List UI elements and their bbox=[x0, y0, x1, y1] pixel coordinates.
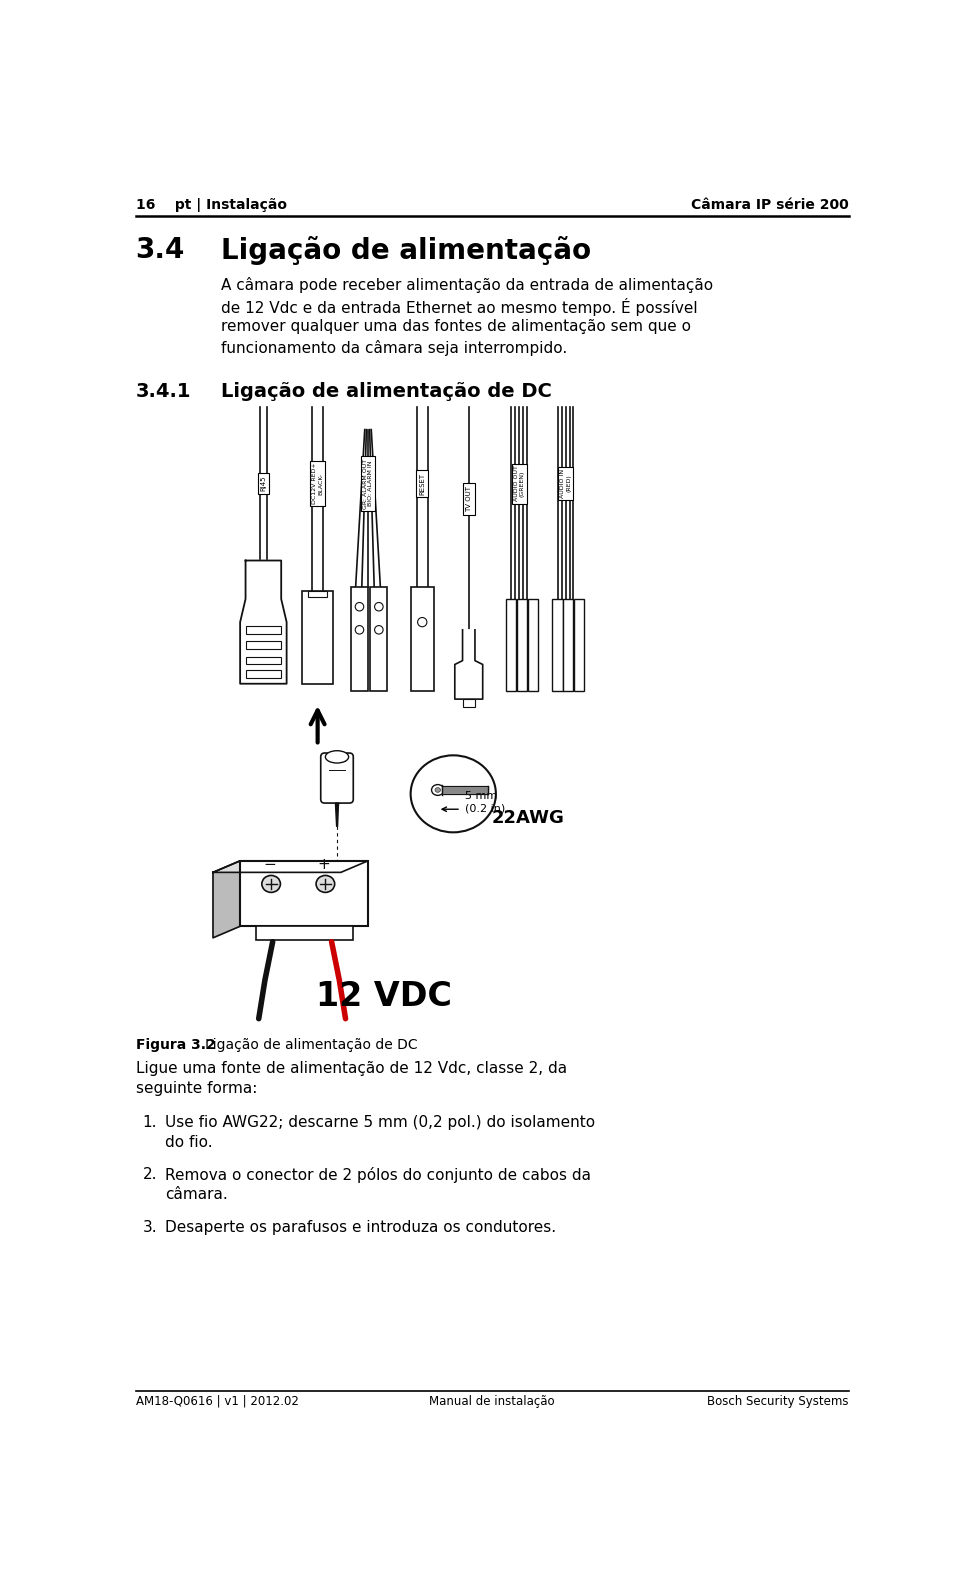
Bar bbox=[255, 926, 352, 940]
Polygon shape bbox=[443, 786, 488, 794]
Bar bbox=[335, 780, 339, 803]
Text: de 12 Vdc e da entrada Ethernet ao mesmo tempo. É possível: de 12 Vdc e da entrada Ethernet ao mesmo… bbox=[221, 298, 697, 317]
Bar bbox=[302, 592, 333, 684]
Polygon shape bbox=[213, 861, 240, 937]
Ellipse shape bbox=[418, 617, 427, 627]
Text: Ligação de alimentação: Ligação de alimentação bbox=[221, 235, 590, 264]
Text: −: − bbox=[263, 858, 276, 872]
Text: Use fio AWG22; descarne 5 mm (0,2 pol.) do isolamento: Use fio AWG22; descarne 5 mm (0,2 pol.) … bbox=[165, 1115, 595, 1130]
Bar bbox=[463, 698, 475, 706]
Text: Bosch Security Systems: Bosch Security Systems bbox=[707, 1395, 849, 1408]
Text: Ligue uma fonte de alimentação de 12 Vdc, classe 2, da: Ligue uma fonte de alimentação de 12 Vdc… bbox=[135, 1061, 566, 1076]
Ellipse shape bbox=[316, 875, 335, 893]
Bar bbox=[246, 625, 281, 633]
Text: Ligação de alimentação de DC: Ligação de alimentação de DC bbox=[205, 1037, 418, 1052]
Text: AUDIO OUT
(GREEN): AUDIO OUT (GREEN) bbox=[514, 466, 524, 501]
Text: seguinte forma:: seguinte forma: bbox=[135, 1080, 257, 1096]
Text: funcionamento da câmara seja interrompido.: funcionamento da câmara seja interrompid… bbox=[221, 339, 567, 355]
Text: A câmara pode receber alimentação da entrada de alimentação: A câmara pode receber alimentação da ent… bbox=[221, 277, 713, 293]
Text: +: + bbox=[318, 858, 330, 872]
Polygon shape bbox=[335, 803, 339, 826]
Polygon shape bbox=[213, 861, 368, 872]
Ellipse shape bbox=[325, 751, 348, 764]
Bar bbox=[246, 641, 281, 649]
Text: Desaperte os parafusos e introduza os condutores.: Desaperte os parafusos e introduza os co… bbox=[165, 1220, 556, 1235]
Ellipse shape bbox=[355, 603, 364, 611]
Ellipse shape bbox=[374, 603, 383, 611]
Ellipse shape bbox=[411, 756, 496, 832]
FancyBboxPatch shape bbox=[321, 753, 353, 803]
Bar bbox=[240, 861, 368, 926]
Text: 16    pt | Instalação: 16 pt | Instalação bbox=[135, 197, 286, 212]
Text: RJ45: RJ45 bbox=[260, 476, 266, 492]
Ellipse shape bbox=[374, 625, 383, 635]
Text: Manual de instalação: Manual de instalação bbox=[429, 1395, 555, 1408]
Text: 22AWG: 22AWG bbox=[492, 810, 564, 827]
Bar bbox=[371, 587, 388, 692]
Bar bbox=[308, 592, 327, 598]
Text: remover qualquer uma das fontes de alimentação sem que o: remover qualquer uma das fontes de alime… bbox=[221, 318, 691, 334]
Text: AUDIO IN
(RED): AUDIO IN (RED) bbox=[561, 469, 571, 498]
Bar bbox=[246, 670, 281, 678]
Text: do fio.: do fio. bbox=[165, 1134, 212, 1150]
Polygon shape bbox=[455, 630, 483, 698]
Text: Câmara IP série 200: Câmara IP série 200 bbox=[691, 197, 849, 212]
Text: 5 mm
(0.2 in): 5 mm (0.2 in) bbox=[465, 791, 505, 813]
Bar bbox=[564, 600, 573, 692]
Bar bbox=[246, 657, 281, 665]
Bar bbox=[506, 600, 516, 692]
Bar bbox=[574, 600, 585, 692]
Text: AM18-Q0616 | v1 | 2012.02: AM18-Q0616 | v1 | 2012.02 bbox=[135, 1395, 299, 1408]
Ellipse shape bbox=[355, 625, 364, 635]
Text: câmara.: câmara. bbox=[165, 1187, 228, 1203]
Bar bbox=[516, 600, 527, 692]
Ellipse shape bbox=[435, 788, 441, 792]
Text: Remova o conector de 2 pólos do conjunto de cabos da: Remova o conector de 2 pólos do conjunto… bbox=[165, 1168, 591, 1184]
Text: TV OUT: TV OUT bbox=[466, 485, 471, 512]
Bar bbox=[411, 587, 434, 692]
Text: 3.4: 3.4 bbox=[135, 235, 185, 264]
Text: 12 VDC: 12 VDC bbox=[316, 980, 451, 1013]
Ellipse shape bbox=[432, 784, 444, 796]
Text: GR: ALARM OUT
BIO: ALARM IN: GR: ALARM OUT BIO: ALARM IN bbox=[363, 458, 373, 509]
Text: 3.4.1: 3.4.1 bbox=[135, 382, 191, 401]
Bar bbox=[528, 600, 538, 692]
Text: RESET: RESET bbox=[420, 473, 425, 495]
Text: 2.: 2. bbox=[143, 1168, 157, 1182]
Text: Figura 3.2: Figura 3.2 bbox=[135, 1037, 215, 1052]
Polygon shape bbox=[240, 560, 287, 684]
Bar bbox=[552, 600, 563, 692]
Text: 1.: 1. bbox=[143, 1115, 157, 1130]
Text: DC12V RED+
BLACK-: DC12V RED+ BLACK- bbox=[312, 463, 323, 504]
Ellipse shape bbox=[262, 875, 280, 893]
Bar bbox=[351, 587, 368, 692]
Text: 3.: 3. bbox=[143, 1220, 157, 1235]
Text: Ligação de alimentação de DC: Ligação de alimentação de DC bbox=[221, 382, 552, 401]
